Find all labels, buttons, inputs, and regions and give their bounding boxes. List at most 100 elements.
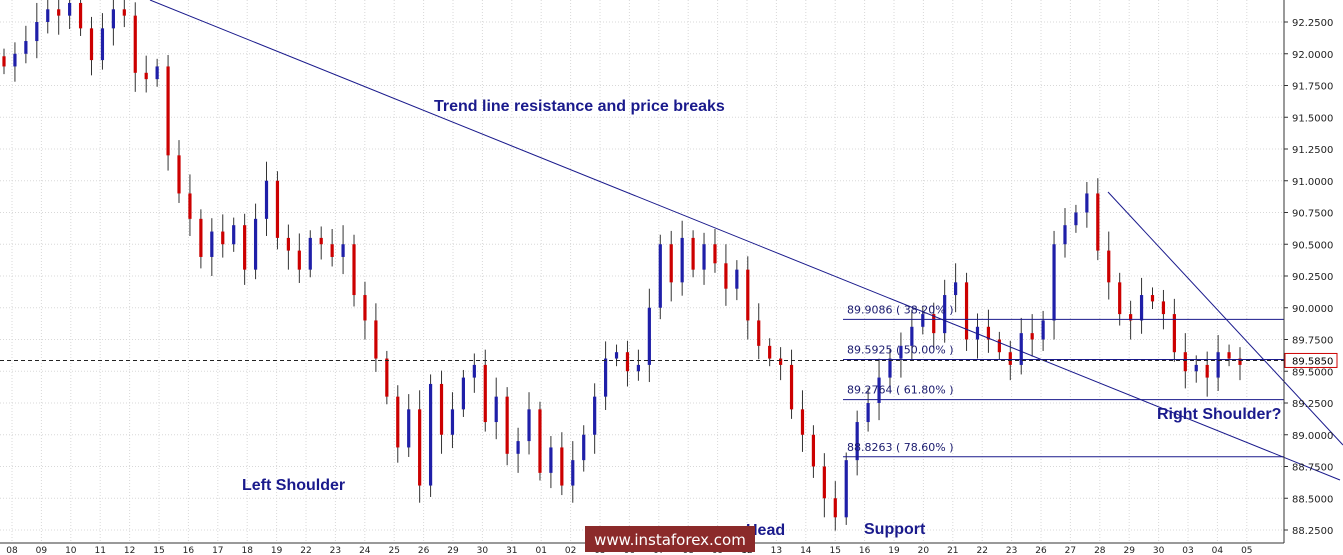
x-tick-label: 05: [1241, 546, 1252, 555]
y-tick-label: 92.0000: [1292, 50, 1333, 61]
candle-bull: [1085, 193, 1089, 213]
candle-bull: [264, 180, 269, 219]
candle-bull: [954, 282, 958, 296]
candle-bull: [428, 383, 433, 486]
x-tick-label: 15: [153, 546, 164, 555]
candle-bear: [1227, 352, 1231, 359]
candle-bear: [713, 244, 717, 264]
x-tick-label: 11: [94, 546, 105, 555]
candle-bear: [779, 358, 783, 365]
candle-bull: [1063, 225, 1067, 245]
fib-label: 89.2764 ( 61.80% ): [847, 384, 954, 397]
watermark-bg: [585, 526, 755, 552]
annotation-head: Head: [746, 522, 785, 539]
x-tick-label: 23: [330, 546, 341, 555]
x-tick-label: 04: [1212, 546, 1224, 555]
candle-bull: [35, 22, 39, 42]
candle-bear: [538, 409, 542, 473]
x-tick-label: 25: [388, 546, 399, 555]
candle-bear: [396, 396, 400, 448]
x-tick-label: 28: [1094, 546, 1106, 555]
candle-bull: [549, 447, 553, 473]
candle-bear: [811, 434, 816, 467]
current-price-box: [1284, 352, 1338, 368]
candle-bear: [374, 320, 378, 359]
candles: [2, 0, 1242, 531]
x-tick-label: 18: [241, 546, 253, 555]
trend-line-right: [1107, 191, 1343, 446]
candle-bull: [593, 396, 597, 435]
candle-bull: [899, 345, 903, 359]
candle-bear: [768, 345, 772, 359]
candle-bear: [1161, 301, 1166, 315]
candle-bear: [243, 225, 247, 270]
candle-bear: [199, 218, 203, 257]
candle-bull: [1052, 244, 1056, 321]
x-tick-label: 19: [888, 546, 900, 555]
x-tick-label: 22: [976, 546, 987, 555]
candle-bull: [855, 422, 859, 461]
candle-bull: [658, 244, 662, 308]
x-tick-label: 17: [212, 546, 223, 555]
candle-bear: [1008, 352, 1012, 365]
candle-bear: [746, 269, 750, 321]
candle-bull: [680, 237, 684, 283]
candle-bull: [1041, 320, 1045, 340]
x-tick-label: 21: [947, 546, 958, 555]
candle-bull: [516, 441, 520, 454]
candle-bear: [418, 409, 422, 486]
fib-label: 89.5925 ( 50.00% ): [847, 344, 954, 357]
candle-bull: [636, 364, 641, 372]
x-tick-label: 14: [800, 546, 812, 555]
y-tick-label: 90.5000: [1292, 240, 1333, 251]
current-price-label: 89.5850: [1292, 356, 1333, 367]
candle-bear: [319, 237, 323, 245]
watermark: www.instaforex.com: [585, 526, 755, 552]
candle-bull: [461, 377, 465, 410]
candle-bull: [1074, 212, 1078, 226]
x-tick-label: 26: [418, 546, 430, 555]
candle-bull: [68, 2, 72, 16]
x-tick-label: 15: [829, 546, 840, 555]
y-tick-label: 90.0000: [1292, 304, 1333, 315]
candle-bull: [155, 66, 159, 80]
y-tick-label: 89.0000: [1292, 431, 1333, 442]
candle-bear: [89, 28, 94, 61]
candle-bear: [286, 237, 290, 251]
x-tick-label: 23: [1006, 546, 1017, 555]
candle-bull: [943, 295, 947, 334]
candle-bull: [614, 352, 619, 359]
candle-bull: [472, 364, 476, 378]
y-tick-label: 89.2500: [1292, 399, 1333, 410]
x-tick-label: 22: [300, 546, 311, 555]
candle-bear: [221, 231, 225, 245]
candle-bull: [888, 358, 892, 378]
y-tick-label: 91.7500: [1292, 82, 1333, 93]
candle-bear: [352, 244, 356, 296]
fib-levels: 89.9086 ( 38.20% ) 89.5925 ( 50.00% ) 89.2…: [843, 303, 1284, 458]
y-tick-label: 88.7500: [1292, 463, 1333, 474]
candle-bear: [833, 498, 837, 518]
x-tick-label: 24: [359, 546, 371, 555]
watermark-text: www.instaforex.com: [594, 531, 746, 549]
y-tick-label: 91.2500: [1292, 145, 1333, 156]
x-tick-label: 13: [771, 546, 782, 555]
candle-bull: [647, 307, 651, 365]
x-tick-label: 20: [918, 546, 930, 555]
candle-bear: [144, 72, 148, 80]
y-tick-label: 91.0000: [1292, 177, 1333, 188]
candle-bear: [1172, 314, 1176, 353]
candle-bull: [253, 218, 258, 270]
x-tick-label: 16: [183, 546, 195, 555]
candle-bull: [450, 409, 455, 435]
x-tick-label: 09: [36, 546, 48, 555]
candle-bear: [625, 352, 630, 372]
y-tick-label: 88.2500: [1292, 526, 1333, 537]
x-tick-label: 31: [506, 546, 517, 555]
candle-bull: [46, 9, 50, 22]
candle-bear: [964, 282, 969, 340]
candle-bull: [13, 53, 17, 67]
y-axis: 92.2500 92.0000 91.7500 91.5000 91.2500 91.00…: [1283, 0, 1333, 543]
candle-bear: [483, 364, 487, 423]
